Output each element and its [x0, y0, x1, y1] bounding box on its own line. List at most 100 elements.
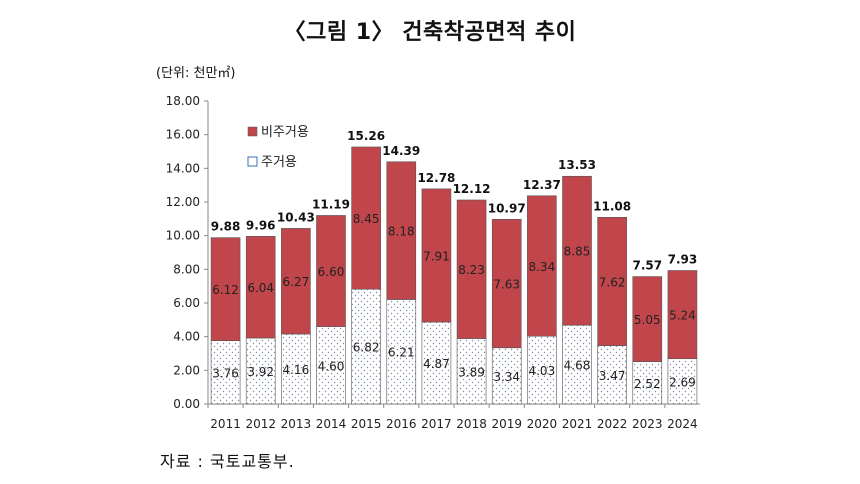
nonresidential-value-label: 8.85: [564, 245, 591, 259]
nonresidential-value-label: 7.63: [493, 278, 520, 292]
residential-value-label: 4.03: [528, 364, 555, 378]
nonresidential-value-label: 8.23: [458, 263, 485, 277]
total-value-label: 7.93: [668, 253, 698, 267]
y-tick-label: 6.00: [173, 296, 200, 310]
total-value-label: 12.37: [523, 178, 561, 192]
total-value-label: 11.19: [312, 197, 350, 211]
nonresidential-value-label: 8.34: [528, 260, 555, 274]
bar-residential: [491, 347, 522, 405]
nonresidential-value-label: 6.60: [318, 265, 345, 279]
residential-value-label: 2.69: [669, 375, 696, 389]
nonresidential-value-label: 6.27: [282, 275, 309, 289]
bar-nonresidential: [281, 228, 311, 335]
x-tick-label: 2023: [632, 417, 663, 431]
x-tick-label: 2013: [281, 417, 312, 431]
residential-value-label: 2.52: [634, 377, 661, 391]
bar-nonresidential: [562, 175, 592, 326]
legend-swatch-residential: [247, 156, 258, 167]
y-tick-label: 16.00: [166, 128, 200, 142]
residential-value-label: 6.21: [388, 346, 415, 360]
total-value-label: 14.39: [382, 144, 420, 158]
bar-nonresidential: [386, 161, 417, 300]
legend-swatch-nonresidential: [247, 126, 258, 137]
y-tick-label: 2.00: [173, 363, 200, 377]
total-value-label: 9.88: [211, 220, 241, 234]
total-value-label: 12.78: [417, 171, 455, 185]
legend-label-residential: 주거용: [261, 155, 297, 170]
x-tick-label: 2024: [667, 417, 698, 431]
x-tick-label: 2016: [386, 417, 417, 431]
y-tick-label: 18.00: [166, 94, 200, 108]
nonresidential-value-label: 8.45: [353, 212, 380, 226]
residential-value-label: 4.16: [282, 363, 309, 377]
bar-residential: [597, 345, 627, 405]
bar-nonresidential: [245, 236, 276, 339]
x-tick-label: 2012: [245, 417, 276, 431]
total-value-label: 10.43: [277, 210, 315, 224]
bar-nonresidential: [421, 188, 452, 323]
y-tick-label: 12.00: [166, 195, 200, 209]
total-value-label: 10.97: [488, 201, 526, 215]
x-tick-label: 2014: [316, 417, 347, 431]
total-value-label: 9.96: [246, 218, 276, 232]
total-value-label: 11.08: [593, 199, 631, 213]
source-note: 자료 : 국토교통부.: [160, 452, 295, 471]
bar-residential: [527, 335, 557, 405]
chart-title: 〈그림 1〉 건축착공면적 추이: [283, 20, 577, 45]
y-tick-label: 14.00: [166, 161, 200, 175]
x-tick-label: 2020: [527, 417, 558, 431]
residential-value-label: 6.82: [353, 341, 380, 355]
bar-residential: [351, 288, 381, 405]
bar-residential: [316, 326, 346, 405]
x-tick-label: 2019: [491, 417, 522, 431]
bar-residential: [245, 337, 276, 405]
bar-nonresidential: [667, 270, 698, 360]
nonresidential-value-label: 6.04: [247, 281, 274, 295]
x-tick-label: 2022: [597, 417, 628, 431]
bar-nonresidential: [491, 219, 522, 349]
residential-value-label: 3.76: [212, 366, 239, 380]
y-tick-label: 10.00: [166, 229, 200, 243]
nonresidential-value-label: 5.05: [634, 313, 661, 327]
bar-nonresidential: [210, 237, 241, 342]
x-tick-label: 2015: [351, 417, 382, 431]
nonresidential-value-label: 6.12: [212, 283, 239, 297]
residential-value-label: 4.87: [423, 357, 450, 371]
bar-nonresidential: [316, 215, 346, 327]
bar-residential: [456, 338, 487, 405]
bar-nonresidential: [597, 217, 627, 346]
bar-residential: [281, 333, 311, 405]
residential-value-label: 3.34: [493, 370, 520, 384]
total-value-label: 7.57: [632, 259, 662, 273]
residential-value-label: 3.89: [458, 365, 485, 379]
residential-value-label: 4.68: [564, 359, 591, 373]
nonresidential-value-label: 7.62: [599, 275, 626, 289]
unit-label: (단위: 천만㎡): [156, 66, 236, 81]
y-tick-label: 8.00: [173, 262, 200, 276]
x-tick-label: 2011: [210, 417, 241, 431]
bar-nonresidential: [527, 195, 557, 337]
nonresidential-value-label: 7.91: [423, 249, 450, 263]
bar-residential: [386, 299, 417, 405]
nonresidential-value-label: 5.24: [669, 309, 696, 323]
nonresidential-value-label: 8.18: [388, 225, 415, 239]
x-tick-label: 2021: [562, 417, 593, 431]
bar-nonresidential: [632, 276, 663, 362]
bar-nonresidential: [351, 146, 381, 290]
bar-residential: [421, 321, 452, 405]
bar-residential: [562, 324, 592, 405]
y-tick-label: 4.00: [173, 330, 200, 344]
residential-value-label: 4.60: [318, 359, 345, 373]
x-tick-label: 2017: [421, 417, 452, 431]
x-tick-label: 2018: [456, 417, 487, 431]
total-value-label: 12.12: [453, 182, 491, 196]
y-tick-label: 0.00: [173, 397, 200, 411]
bar-nonresidential: [456, 199, 487, 339]
total-value-label: 13.53: [558, 158, 596, 172]
bar-residential: [210, 340, 241, 405]
residential-value-label: 3.47: [599, 369, 626, 383]
residential-value-label: 3.92: [247, 365, 274, 379]
total-value-label: 15.26: [347, 129, 385, 143]
legend-label-nonresidential: 비주거용: [261, 125, 309, 140]
